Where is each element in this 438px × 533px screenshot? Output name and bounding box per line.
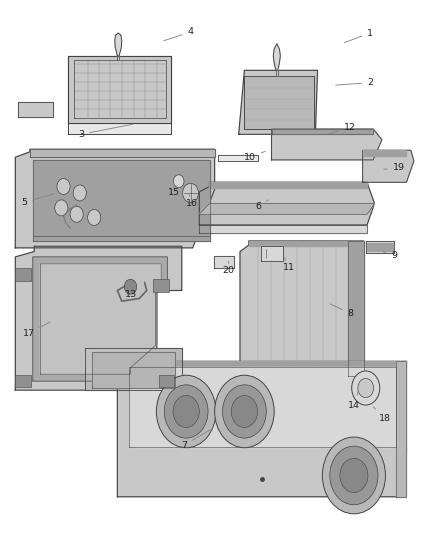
Text: 5: 5 — [21, 193, 54, 207]
Polygon shape — [367, 243, 393, 251]
Polygon shape — [273, 44, 280, 70]
Text: 13: 13 — [124, 284, 137, 298]
Text: 12: 12 — [329, 124, 357, 134]
Text: 18: 18 — [373, 407, 391, 423]
Polygon shape — [218, 155, 258, 161]
Text: 6: 6 — [255, 200, 268, 211]
Polygon shape — [199, 225, 367, 233]
Text: 2: 2 — [336, 78, 373, 87]
Polygon shape — [249, 241, 364, 246]
Polygon shape — [261, 246, 283, 261]
Polygon shape — [117, 56, 119, 60]
Circle shape — [231, 395, 258, 427]
Polygon shape — [40, 264, 161, 374]
Polygon shape — [276, 70, 278, 76]
Polygon shape — [129, 361, 406, 367]
Circle shape — [322, 437, 385, 514]
Polygon shape — [68, 56, 171, 123]
Circle shape — [57, 179, 70, 195]
Text: 19: 19 — [384, 164, 405, 172]
Polygon shape — [18, 102, 53, 117]
Circle shape — [70, 206, 83, 222]
Polygon shape — [240, 241, 364, 376]
Text: 15: 15 — [168, 185, 180, 197]
Polygon shape — [33, 160, 210, 241]
Text: 10: 10 — [244, 151, 265, 161]
Circle shape — [215, 375, 274, 448]
Polygon shape — [244, 76, 314, 129]
Circle shape — [340, 458, 368, 492]
Circle shape — [156, 375, 216, 448]
Circle shape — [358, 378, 374, 398]
Circle shape — [173, 395, 199, 427]
Polygon shape — [396, 361, 406, 497]
Circle shape — [173, 175, 184, 188]
Polygon shape — [363, 150, 414, 182]
Text: 14: 14 — [348, 391, 360, 409]
Text: 11: 11 — [283, 258, 295, 272]
Circle shape — [183, 183, 198, 203]
Polygon shape — [272, 129, 373, 134]
Polygon shape — [363, 150, 406, 156]
Text: 4: 4 — [164, 28, 194, 41]
Circle shape — [73, 185, 86, 201]
Circle shape — [164, 385, 208, 438]
Polygon shape — [92, 352, 175, 388]
Polygon shape — [214, 256, 234, 268]
Circle shape — [223, 385, 266, 438]
Polygon shape — [33, 257, 167, 381]
Bar — [153, 279, 169, 292]
Text: 9: 9 — [383, 252, 397, 260]
Polygon shape — [209, 182, 367, 188]
Circle shape — [330, 446, 378, 505]
Polygon shape — [115, 33, 122, 56]
Polygon shape — [366, 241, 394, 253]
Circle shape — [88, 209, 101, 225]
Polygon shape — [348, 241, 364, 376]
Text: 16: 16 — [186, 195, 198, 208]
Polygon shape — [199, 182, 374, 225]
Text: 8: 8 — [330, 304, 353, 318]
Polygon shape — [129, 367, 396, 447]
Polygon shape — [15, 149, 215, 248]
Circle shape — [124, 279, 137, 294]
Polygon shape — [30, 149, 215, 157]
Polygon shape — [199, 204, 374, 214]
Text: 1: 1 — [344, 29, 373, 43]
Text: 3: 3 — [78, 124, 133, 139]
Text: 17: 17 — [22, 322, 50, 337]
Bar — [159, 375, 174, 387]
Polygon shape — [239, 70, 318, 134]
Text: 7: 7 — [181, 429, 212, 449]
Polygon shape — [85, 348, 182, 390]
Text: 20: 20 — [223, 261, 235, 275]
Polygon shape — [15, 246, 182, 390]
Polygon shape — [272, 129, 382, 160]
Circle shape — [55, 200, 68, 216]
Circle shape — [352, 371, 380, 405]
Bar — [15, 375, 31, 387]
Polygon shape — [68, 123, 171, 134]
Polygon shape — [117, 361, 406, 497]
Bar — [15, 268, 31, 281]
